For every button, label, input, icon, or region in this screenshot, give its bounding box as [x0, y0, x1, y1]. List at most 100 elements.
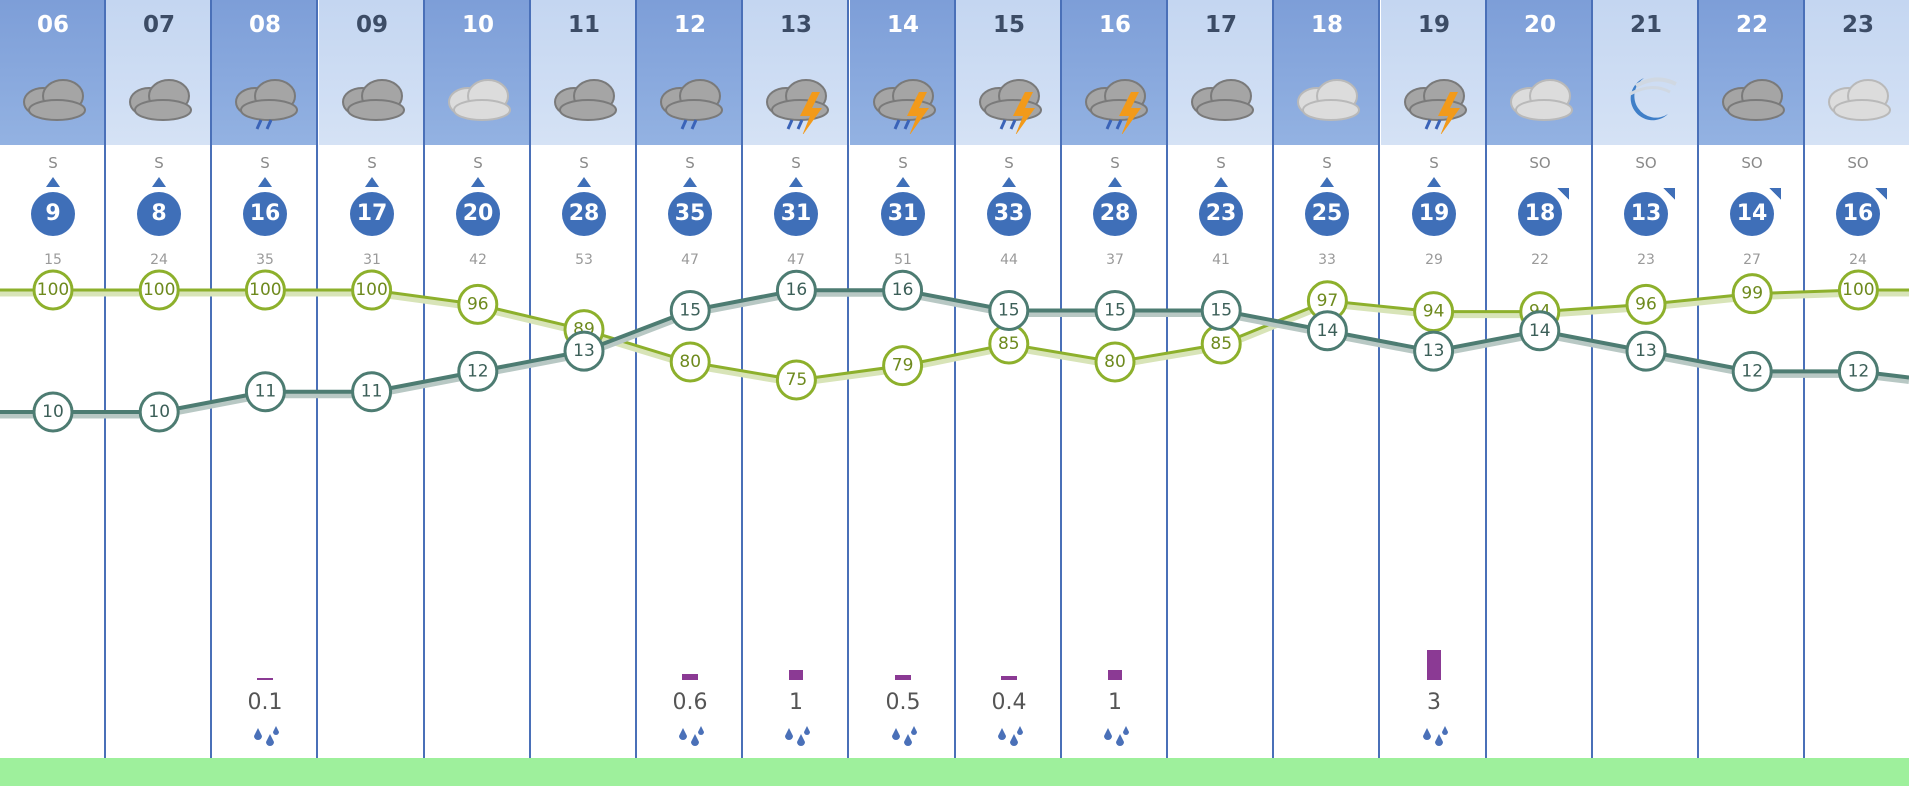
data-label: 96	[467, 294, 489, 314]
cloud-icon	[554, 79, 617, 121]
wind-direction-label: SO	[1847, 154, 1869, 172]
data-label: 15	[679, 301, 701, 321]
wind-arrow-icon	[1557, 188, 1569, 200]
data-point: 16	[882, 269, 924, 311]
precipitation-value: 1	[1108, 690, 1122, 715]
data-label: 15	[1210, 301, 1232, 321]
wind-direction-label: S	[48, 154, 58, 172]
precipitation-bar	[682, 674, 698, 680]
wind-speed-badge: 28	[562, 192, 606, 236]
wind-speed-badge: 17	[350, 192, 394, 236]
column-divider	[1060, 0, 1062, 786]
data-label: 85	[1210, 334, 1232, 354]
data-point: 85	[988, 323, 1030, 365]
wind-direction-label: S	[260, 154, 270, 172]
wind-speed-badge: 23	[1199, 192, 1243, 236]
wind-gust-label: 37	[1106, 252, 1124, 268]
data-point: 100	[244, 269, 286, 311]
wind-gust-label: 33	[1318, 252, 1336, 268]
data-point: 15	[1094, 290, 1136, 331]
cloud-icon	[129, 79, 192, 121]
precipitation-value: 0.6	[672, 690, 708, 715]
thunderstorm-icon	[873, 79, 936, 134]
cloud-icon	[1191, 79, 1254, 121]
precipitation-bar	[1108, 670, 1122, 680]
data-label: 85	[998, 334, 1020, 354]
raindrops-icon	[1104, 726, 1129, 746]
data-point: 12	[1837, 350, 1879, 392]
data-label: 12	[467, 361, 489, 381]
data-point: 99	[1731, 273, 1773, 315]
data-point-marker	[457, 283, 499, 325]
precipitation-value: 3	[1427, 690, 1441, 715]
data-point-marker	[1625, 283, 1667, 325]
wind-gust-label: 44	[1000, 252, 1018, 268]
hour-label: 22	[1735, 12, 1768, 38]
data-point: 100	[351, 269, 393, 311]
data-label: 100	[143, 280, 175, 300]
data-point: 14	[1306, 310, 1348, 352]
cloud-icon	[1722, 79, 1785, 121]
data-label: 11	[361, 382, 383, 402]
wind-arrow-icon	[471, 177, 485, 187]
raindrops-icon	[254, 726, 279, 746]
hour-label: 09	[355, 12, 388, 38]
precipitation-value: 1	[789, 690, 803, 715]
wind-direction-label: S	[1216, 154, 1226, 172]
wind-speed-badge: 8	[137, 192, 181, 236]
column-divider	[847, 0, 849, 786]
data-point: 12	[1731, 350, 1773, 392]
data-point-marker	[1094, 341, 1136, 383]
column-divider	[104, 0, 106, 786]
wind-speed-badge: 13	[1624, 192, 1668, 236]
data-point: 15	[669, 290, 711, 331]
wind-direction-label: S	[685, 154, 695, 172]
wind-speed-badge: 16	[1836, 192, 1880, 236]
wind-gust-label: 23	[1637, 252, 1655, 268]
hour-label: 08	[248, 12, 281, 38]
data-point-marker	[32, 391, 74, 433]
wind-arrow-icon	[1002, 177, 1016, 187]
wind-gust-label: 35	[256, 252, 274, 268]
data-label: 12	[1741, 361, 1763, 381]
hour-label: 20	[1523, 12, 1556, 38]
wind-gust-label: 47	[787, 252, 805, 268]
wind-arrow-icon	[258, 177, 272, 187]
raindrops-icon	[998, 726, 1023, 746]
wind-gust-label: 53	[575, 252, 593, 268]
wind-speed-badge: 9	[31, 192, 75, 236]
thunderstorm-icon	[1404, 79, 1467, 134]
data-point: 75	[775, 359, 817, 401]
wind-speed-badge: 16	[243, 192, 287, 236]
precipitation-bar	[1427, 650, 1441, 680]
hour-label: 23	[1841, 12, 1874, 38]
column-divider	[1803, 0, 1805, 786]
data-point-marker	[244, 269, 286, 311]
column-divider	[529, 0, 531, 786]
data-label: 16	[892, 280, 914, 300]
hour-column: 23 SO 16 24	[1805, 0, 1909, 786]
data-point: 10	[138, 391, 180, 433]
wind-direction-label: S	[367, 154, 377, 172]
data-point-marker	[882, 345, 924, 387]
hour-header	[1593, 0, 1699, 145]
data-point: 11	[244, 371, 286, 413]
raindrops-icon	[785, 726, 810, 746]
column-divider	[1272, 0, 1274, 786]
column-divider	[1378, 0, 1380, 786]
bottom-bar	[0, 758, 1909, 786]
data-point: 100	[1837, 269, 1879, 311]
data-point-marker	[32, 269, 74, 311]
wind-arrow-icon	[896, 177, 910, 187]
data-label: 96	[1635, 294, 1657, 314]
data-point: 15	[1200, 290, 1242, 331]
raindrops-icon	[892, 726, 917, 746]
hour-column: 07 S 8 24	[106, 0, 212, 786]
hour-column: 20 SO 18 22	[1487, 0, 1593, 786]
data-point-marker	[351, 371, 393, 413]
cloud-icon	[1828, 79, 1891, 121]
cloud-icon	[1510, 79, 1573, 121]
wind-gust-label: 27	[1743, 252, 1761, 268]
data-point-marker	[1200, 290, 1242, 331]
